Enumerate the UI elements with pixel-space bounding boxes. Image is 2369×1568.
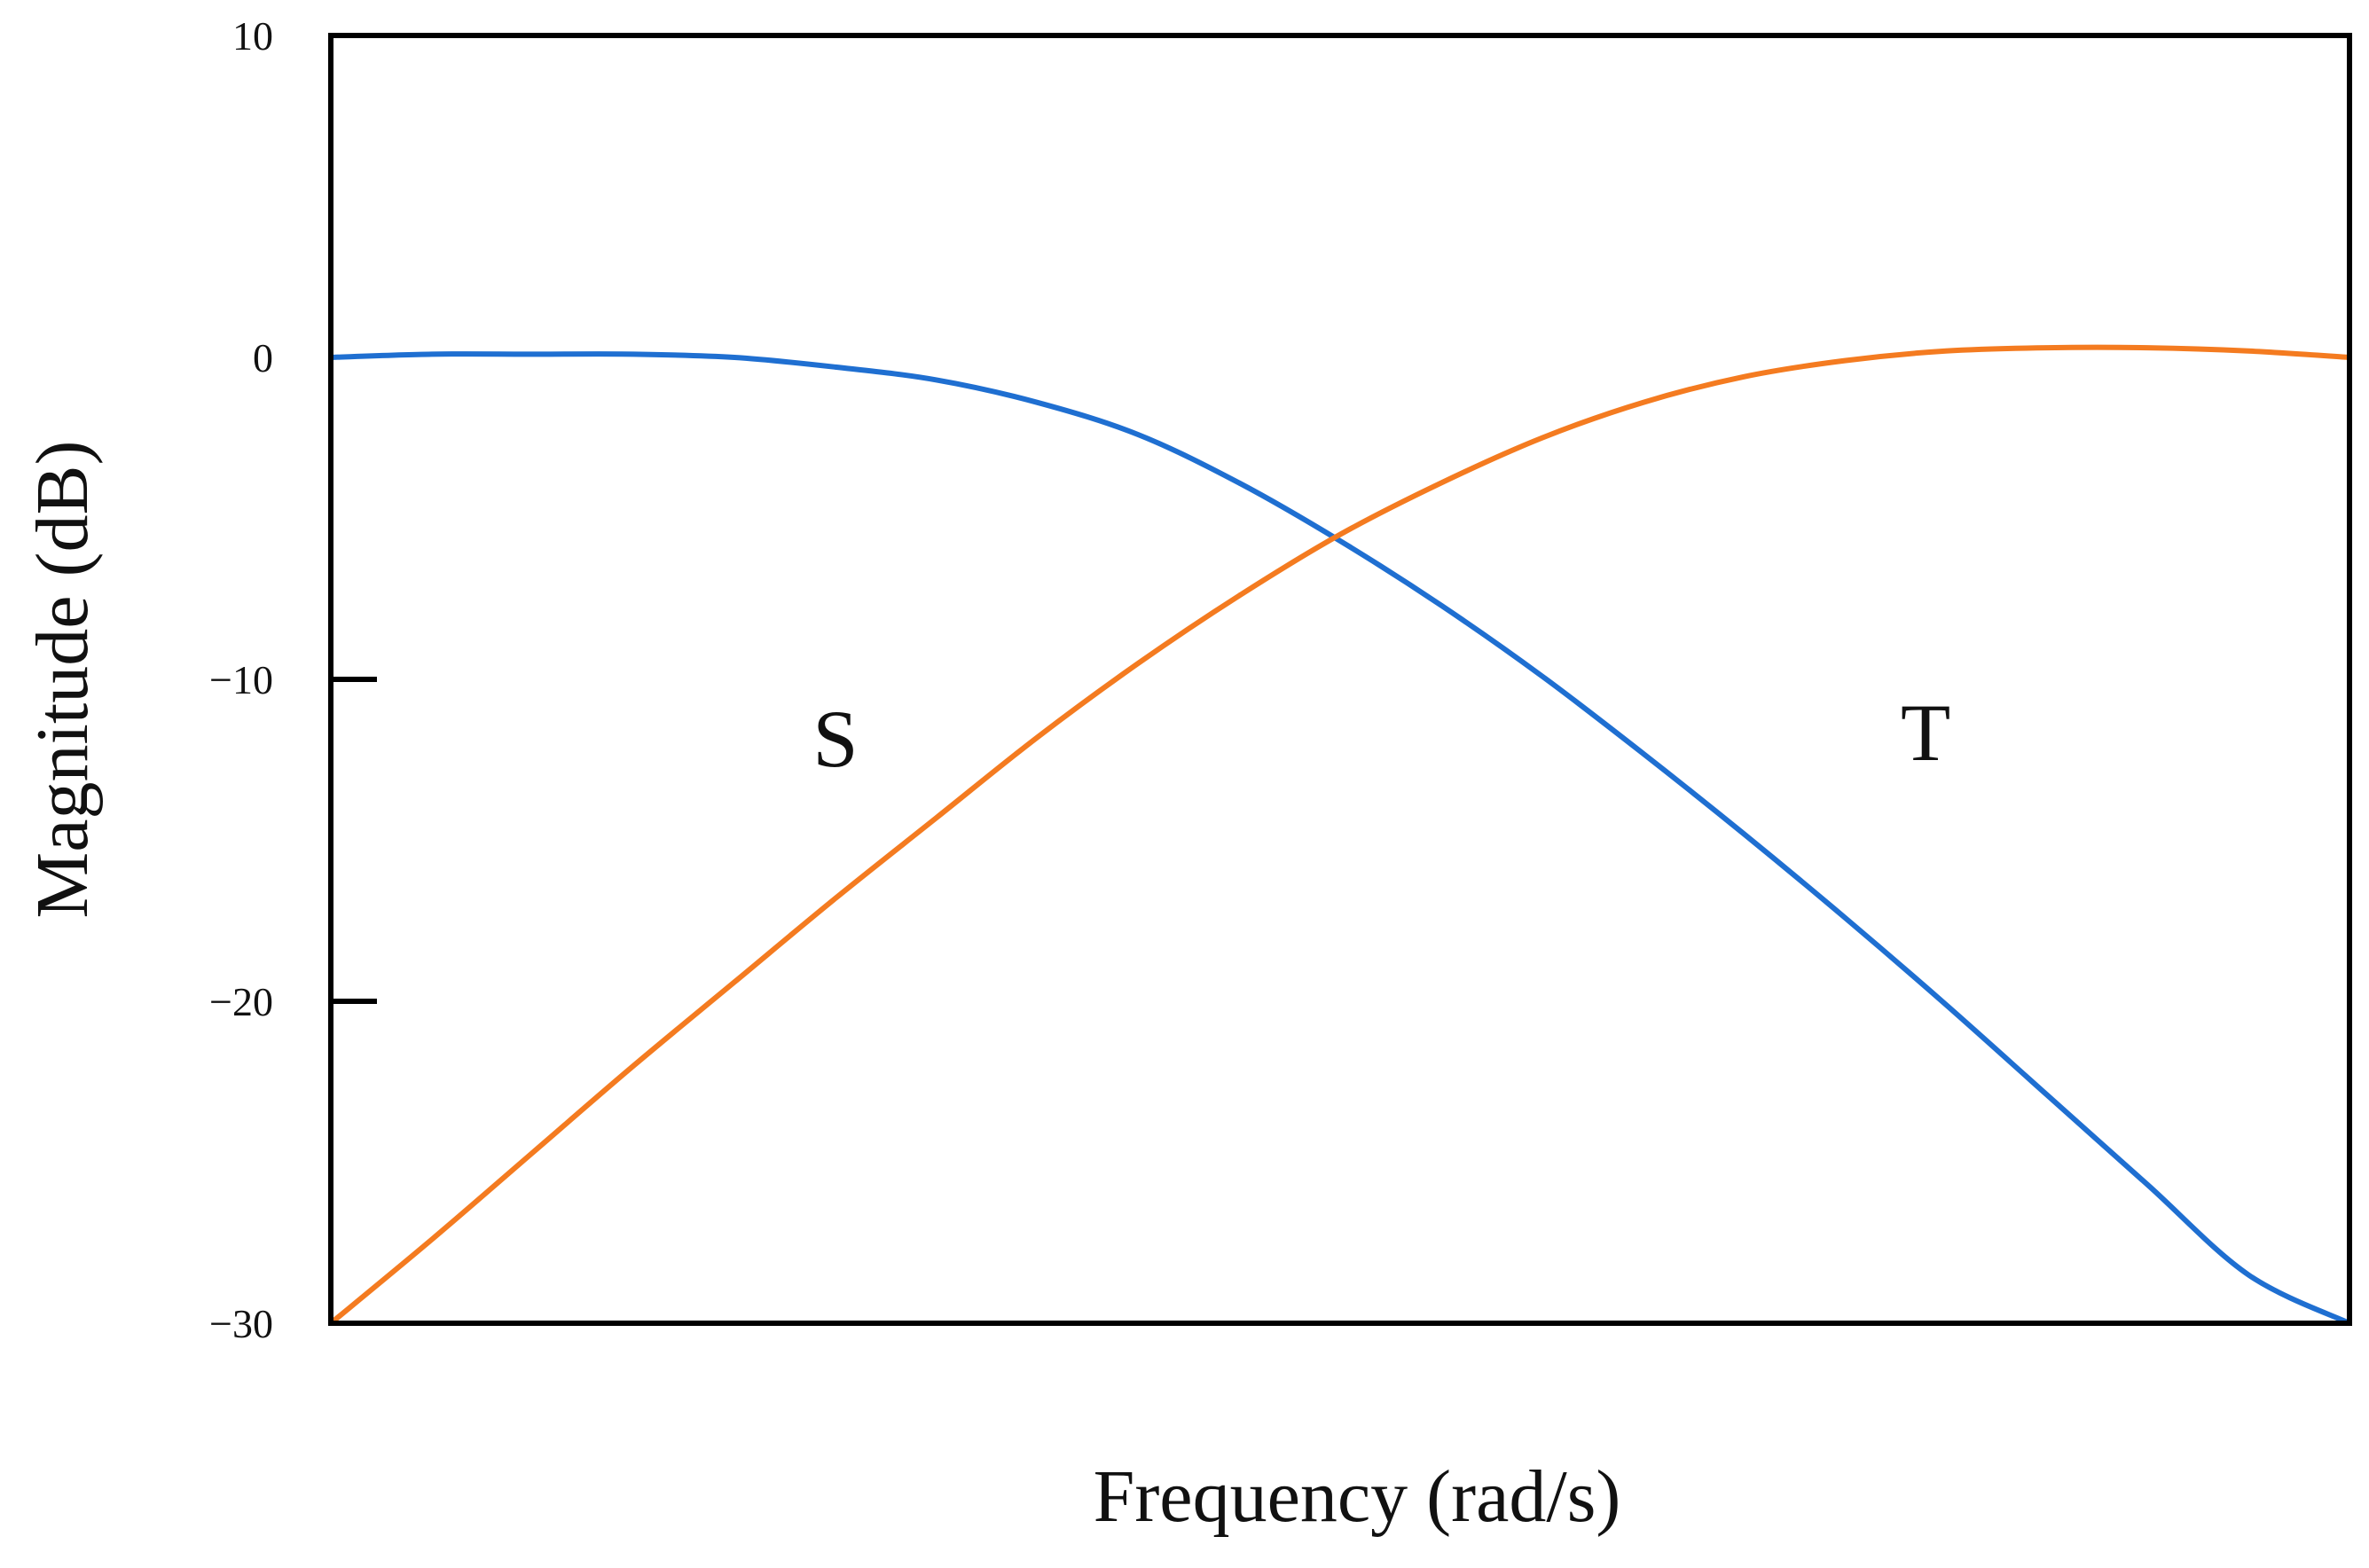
plot-frame — [328, 33, 2352, 1326]
y-tick-label: 10 — [232, 13, 273, 59]
series-1-line — [328, 351, 2352, 1326]
y-tick-label: 0 — [253, 335, 273, 380]
y-tick-label: −20 — [209, 979, 273, 1024]
plot-lines — [328, 344, 2352, 1326]
x-axis-title: Frequency (rad/s) — [1094, 1455, 1621, 1538]
y-axis-ticks: 10 0 −10 −20 −30 — [209, 13, 377, 1346]
y-axis-title: Magnitude (dB) — [21, 441, 104, 919]
series-2-line — [328, 344, 2352, 1326]
curve-label-s: S — [812, 694, 858, 784]
y-tick-label: −30 — [209, 1301, 273, 1346]
curve-label-t: T — [1901, 687, 1950, 778]
y-tick-label: −10 — [209, 657, 273, 702]
